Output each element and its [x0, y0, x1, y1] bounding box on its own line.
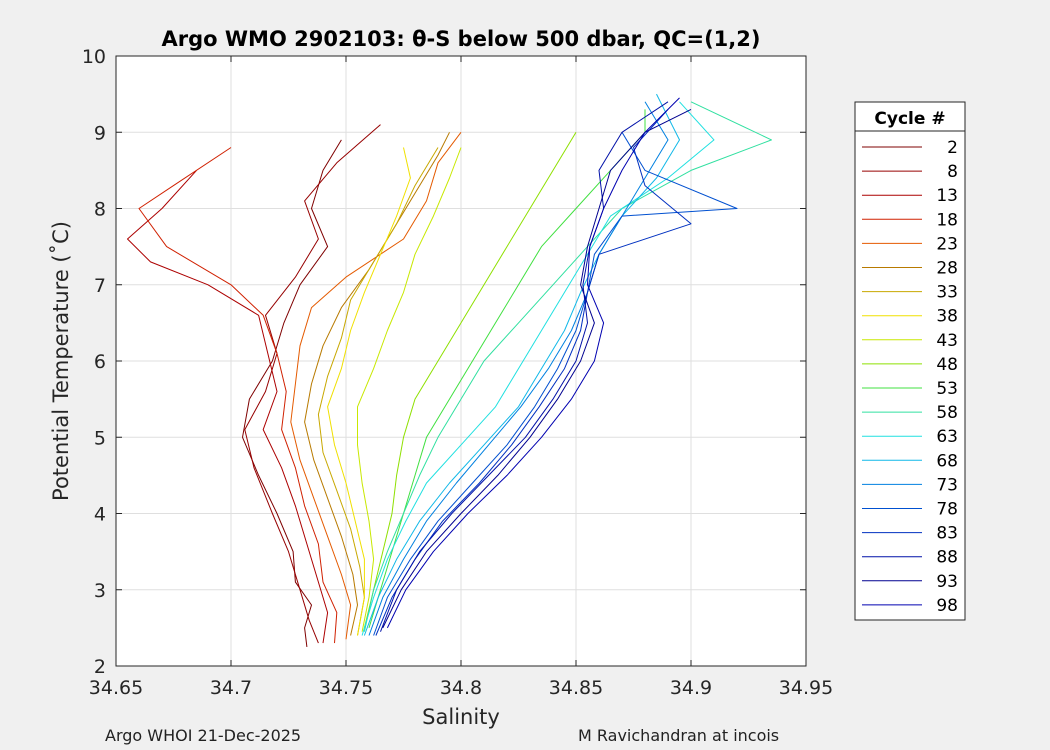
- legend: Cycle # 28131823283338434853586368737883…: [854, 101, 966, 621]
- y-tick-label: 7: [94, 275, 106, 297]
- footer-source: Argo WHOI 21-Dec-2025: [105, 726, 302, 745]
- series-line-cycle-58: [363, 101, 772, 632]
- y-axis-ticks: 2 3 4 5 6 7 8 9 10: [82, 46, 806, 678]
- series-line-cycle-13: [127, 170, 329, 644]
- series-line-cycle-33: [317, 147, 439, 636]
- legend-label: 93: [936, 572, 958, 592]
- series-line-cycle-28: [304, 132, 450, 636]
- series-line-cycle-48: [363, 132, 577, 629]
- series-line-cycle-88: [380, 101, 669, 632]
- series-line-cycle-98: [386, 97, 680, 629]
- legend-label: 43: [936, 331, 958, 351]
- series-line-cycle-63: [361, 101, 715, 636]
- series-line-cycle-78: [373, 132, 738, 636]
- legend-label: 58: [936, 403, 958, 423]
- y-tick-label: 4: [94, 504, 106, 526]
- footer-author: M Ravichandran at incois: [578, 726, 780, 745]
- legend-label: 2: [947, 138, 958, 158]
- series-line-cycle-53: [368, 109, 646, 629]
- legend-label: 28: [936, 259, 958, 279]
- x-tick-label: 34.85: [549, 677, 603, 699]
- series-line-cycle-38: [327, 147, 411, 636]
- legend-label: 88: [936, 548, 958, 568]
- legend-label: 8: [947, 162, 958, 182]
- series-line-cycle-2: [242, 139, 342, 647]
- legend-label: 83: [936, 524, 958, 544]
- x-tick-label: 34.9: [670, 677, 712, 699]
- x-axis-label: Salinity: [422, 705, 500, 729]
- legend-label: 18: [936, 210, 958, 230]
- series-line-cycle-68: [363, 93, 680, 636]
- legend-title: Cycle #: [874, 109, 945, 129]
- legend-label: 23: [936, 234, 958, 254]
- y-tick-label: 5: [94, 427, 106, 449]
- legend-label: 73: [936, 475, 958, 495]
- y-tick-label: 10: [82, 46, 106, 68]
- series-line-cycle-43: [357, 147, 462, 632]
- chart-title: Argo WMO 2902103: θ-S below 500 dbar, QC…: [162, 27, 761, 51]
- legend-label: 13: [936, 186, 958, 206]
- legend-label: 48: [936, 355, 958, 375]
- y-tick-label: 9: [94, 122, 106, 144]
- series-line-cycle-73: [368, 101, 669, 636]
- y-tick-label: 8: [94, 199, 106, 221]
- series-line-cycle-23: [290, 131, 462, 640]
- series-line-cycle-8: [244, 124, 381, 644]
- legend-label: 98: [936, 596, 958, 616]
- x-axis-ticks: 34.65 34.7 34.75 34.8 34.85 34.9 34.95: [89, 56, 833, 699]
- y-tick-label: 3: [94, 580, 106, 602]
- y-axis-label: Potential Temperature (˚C): [49, 221, 73, 501]
- legend-label: 68: [936, 451, 958, 471]
- x-tick-label: 34.75: [319, 677, 373, 699]
- legend-label: 38: [936, 307, 958, 327]
- y-tick-label: 6: [94, 351, 106, 373]
- series-line-cycle-18: [138, 147, 338, 644]
- y-tick-label: 2: [94, 656, 106, 678]
- x-tick-label: 34.65: [89, 677, 143, 699]
- x-tick-label: 34.7: [210, 677, 252, 699]
- x-tick-label: 34.95: [779, 677, 833, 699]
- legend-label: 33: [936, 283, 958, 303]
- legend-label: 53: [936, 379, 958, 399]
- legend-box: [854, 101, 966, 621]
- legend-label: 63: [936, 427, 958, 447]
- series-line-cycle-93: [382, 108, 692, 629]
- x-tick-label: 34.8: [440, 677, 482, 699]
- series-group: [127, 93, 772, 647]
- legend-label: 78: [936, 500, 958, 520]
